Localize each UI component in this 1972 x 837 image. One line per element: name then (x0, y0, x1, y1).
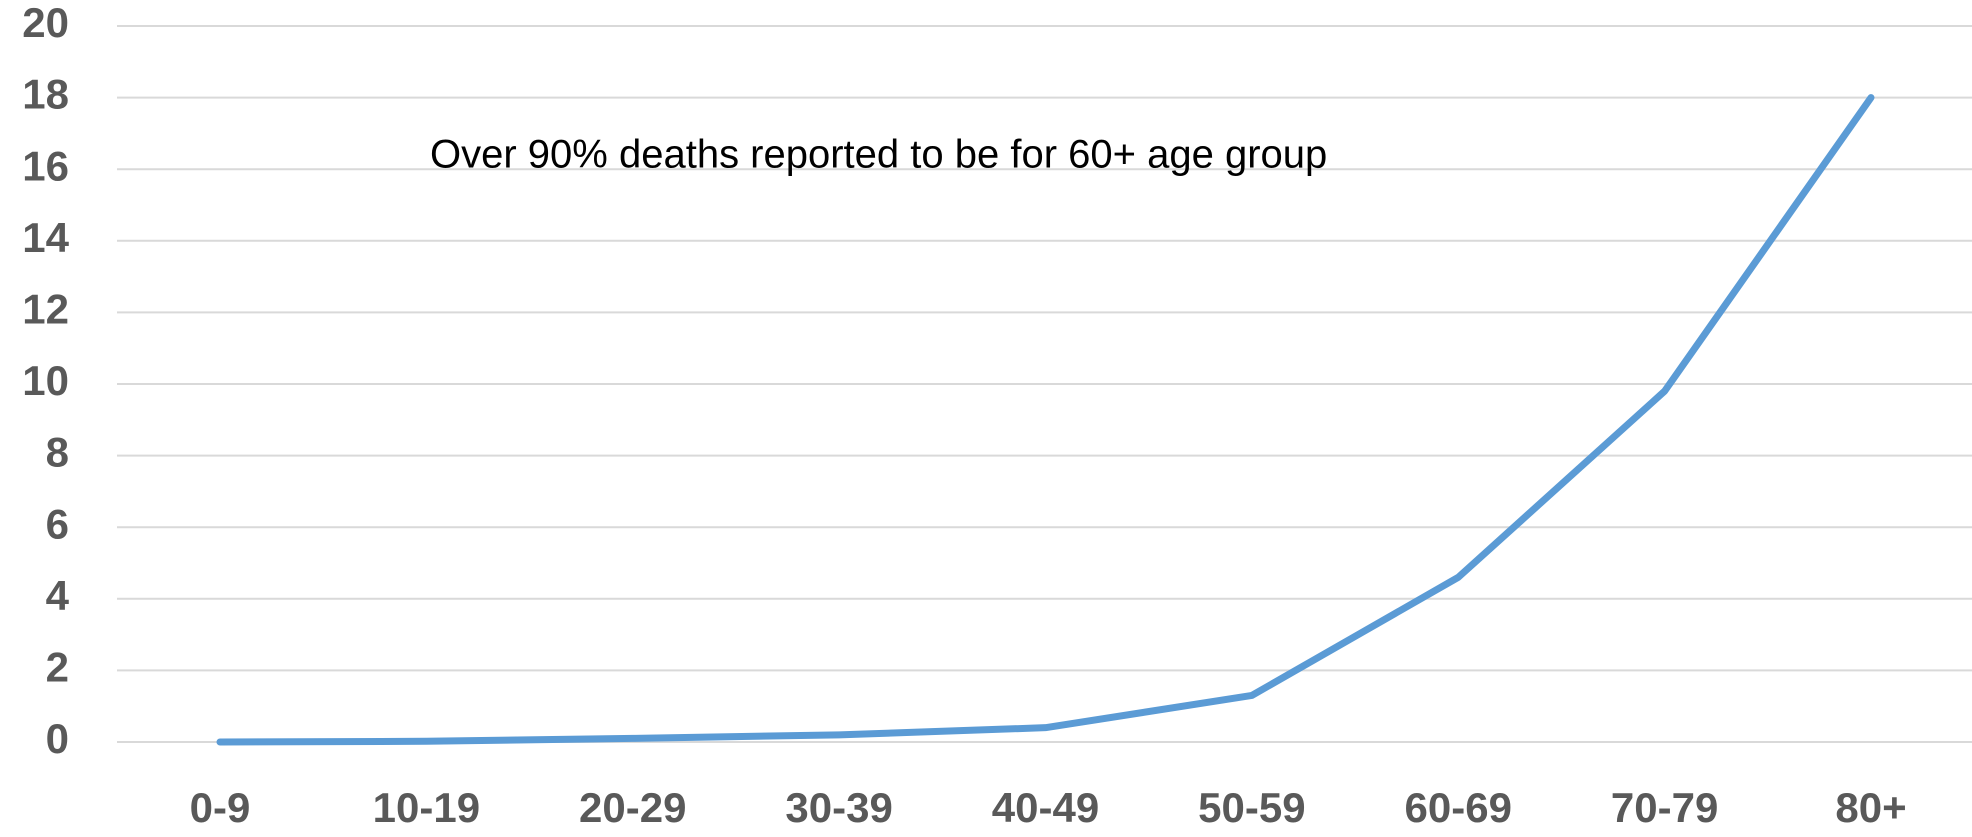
x-tick-label: 50-59 (1198, 784, 1305, 831)
y-tick-label: 14 (22, 214, 69, 261)
x-tick-label: 80+ (1835, 784, 1906, 831)
annotation: Over 90% deaths reported to be for 60+ a… (430, 133, 1327, 177)
y-tick-label: 4 (46, 572, 70, 619)
y-tick-label: 8 (46, 429, 69, 476)
y-tick-label: 16 (22, 142, 69, 189)
y-tick-label: 18 (22, 71, 69, 118)
x-tick-label: 40-49 (992, 784, 1099, 831)
y-tick-label: 0 (46, 715, 69, 762)
x-tick-label: 30-39 (785, 784, 892, 831)
x-tick-label: 0-9 (190, 784, 251, 831)
y-tick-label: 12 (22, 285, 69, 332)
line-series (216, 94, 1875, 746)
x-tick-label: 70-79 (1611, 784, 1718, 831)
y-tick-label: 10 (22, 357, 69, 404)
y-tick-label: 6 (46, 500, 69, 547)
x-tick-label: 20-29 (579, 784, 686, 831)
x-tick-label: 10-19 (373, 784, 480, 831)
y-tick-label: 20 (22, 0, 69, 46)
y-tick-label: 2 (46, 643, 69, 690)
x-tick-label: 60-69 (1405, 784, 1512, 831)
